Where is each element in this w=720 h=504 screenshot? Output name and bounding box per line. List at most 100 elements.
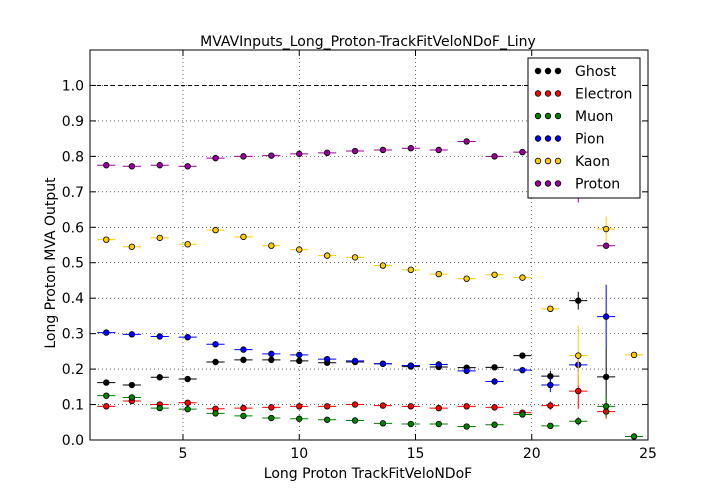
data-point — [296, 403, 303, 410]
legend-marker — [544, 157, 552, 165]
data-point — [268, 152, 275, 159]
data-point — [630, 351, 638, 359]
data-point — [212, 358, 219, 366]
data-point — [491, 271, 498, 278]
data-point — [184, 405, 191, 413]
data-point — [156, 374, 163, 381]
data-point — [463, 367, 470, 375]
data-point — [296, 246, 303, 253]
data-point — [128, 381, 136, 389]
data-point — [323, 149, 331, 157]
data-point — [184, 163, 191, 170]
legend-marker — [544, 135, 552, 142]
data-point — [128, 331, 136, 338]
data-point — [575, 418, 582, 425]
data-point — [491, 421, 498, 428]
legend-marker — [534, 90, 542, 97]
data-point — [323, 403, 331, 410]
data-point — [463, 275, 470, 282]
data-point — [323, 416, 331, 423]
legend-marker — [544, 67, 552, 75]
legend-marker — [554, 180, 562, 187]
data-point — [296, 150, 303, 158]
data-point — [519, 148, 526, 156]
data-point — [435, 146, 442, 154]
data-point — [156, 234, 163, 242]
legend-marker — [544, 180, 552, 187]
legend-label: Kaon — [575, 154, 610, 170]
legend-label: Electron — [575, 87, 632, 103]
data-point — [268, 404, 275, 411]
data-point — [103, 379, 110, 386]
data-point — [435, 270, 442, 278]
data-point — [463, 138, 470, 145]
data-point — [128, 243, 136, 250]
legend-marker — [554, 90, 562, 97]
legend-marker — [544, 90, 552, 97]
axis-ticks: 5 10 15 20 25 0.0 0.1 0.2 0.3 0.4 0.5 0.6 0.7 0.8 0.9 1… — [62, 50, 657, 462]
data-point — [212, 226, 219, 234]
data-point — [323, 252, 331, 259]
data-point — [519, 274, 526, 281]
data-point — [351, 357, 359, 365]
data-point — [351, 417, 359, 424]
data-point — [407, 403, 415, 410]
data-point — [491, 153, 498, 160]
series-muon — [97, 392, 644, 440]
x-tick-label: 10 — [290, 446, 308, 462]
plot-frame — [89, 49, 649, 441]
y-tick-label: 1.0 — [62, 78, 84, 94]
y-tick-label: 0.6 — [62, 220, 84, 236]
data-point — [351, 147, 359, 155]
data-point — [602, 373, 610, 381]
series-pion — [97, 284, 616, 393]
data-point — [547, 422, 554, 430]
data-point — [491, 378, 498, 385]
data-point — [128, 394, 136, 401]
legend-marker — [544, 112, 552, 120]
data-point — [407, 420, 415, 428]
data-point — [379, 262, 387, 269]
y-tick-label: 0.4 — [62, 291, 84, 307]
data-point — [212, 410, 219, 417]
legend-marker — [554, 67, 562, 75]
data-point — [519, 411, 526, 418]
data-point — [212, 341, 219, 348]
data-point — [547, 381, 554, 389]
data-point — [491, 404, 498, 411]
y-tick-label: 0.7 — [62, 185, 84, 201]
data-point — [156, 404, 163, 412]
y-tick-label: 0.8 — [62, 149, 84, 165]
legend: Ghost Electron Muon Pion Kaon Proton — [527, 57, 641, 199]
data-point — [491, 364, 498, 371]
data-point — [240, 404, 247, 412]
data-point — [519, 366, 526, 374]
y-tick-label: 0.1 — [62, 398, 84, 414]
series-electron — [97, 373, 616, 419]
data-point — [379, 420, 387, 427]
y-tick-label: 0.9 — [62, 114, 84, 130]
data-point — [156, 333, 163, 340]
data-point — [240, 153, 247, 160]
data-point — [240, 346, 247, 353]
x-tick-label: 20 — [523, 446, 541, 462]
data-point — [296, 357, 303, 365]
legend-marker — [534, 180, 542, 187]
y-axis-label: Long Proton MVA Output — [43, 177, 59, 349]
legend-marker — [534, 157, 542, 165]
data-point — [407, 362, 415, 369]
data-point — [379, 402, 387, 409]
data-point — [630, 433, 638, 440]
data-point — [268, 350, 275, 358]
data-point — [268, 242, 275, 249]
data-point — [184, 333, 191, 341]
legend-label: Pion — [575, 132, 604, 148]
data-point — [103, 392, 110, 399]
data-point — [323, 355, 331, 363]
data-point — [351, 254, 359, 261]
data-point — [103, 162, 110, 169]
y-tick-label: 0.3 — [62, 327, 84, 343]
y-tick-label: 0.5 — [62, 256, 84, 272]
data-point — [156, 162, 163, 169]
legend-label: Proton — [575, 177, 620, 193]
